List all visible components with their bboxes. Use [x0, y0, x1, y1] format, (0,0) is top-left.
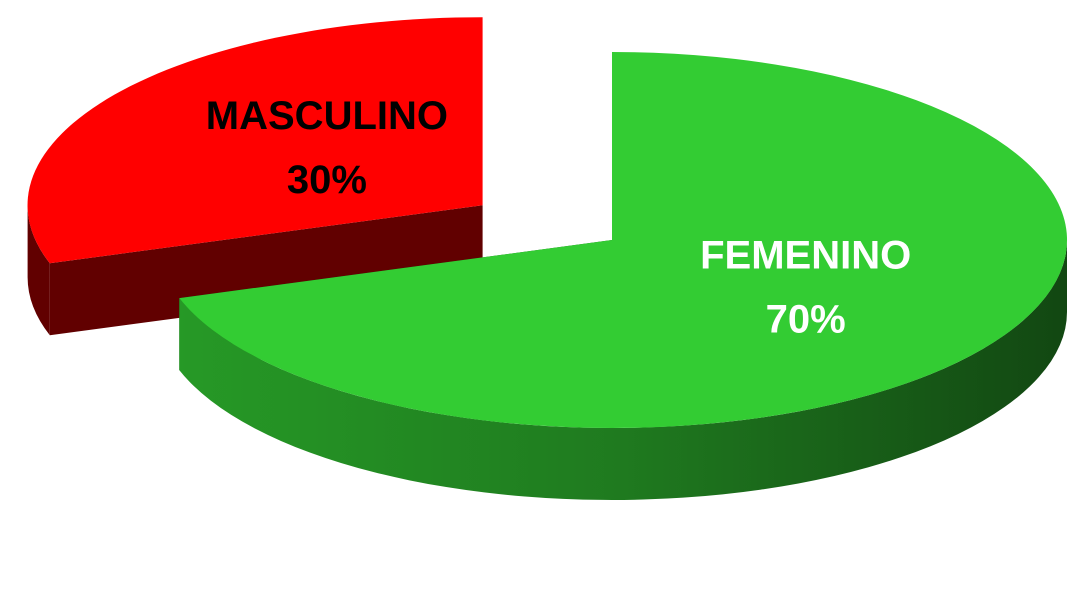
slice-value-label: 30% [287, 158, 367, 202]
slice [179, 52, 1068, 428]
slice-category-label: FEMENINO [700, 233, 911, 277]
slice-side [179, 240, 1068, 500]
slice [27, 17, 483, 264]
slice-cut-face [49, 205, 483, 336]
slice-category-label: MASCULINO [206, 94, 448, 138]
slice-side [27, 205, 50, 336]
slice-value-label: 70% [766, 297, 846, 341]
